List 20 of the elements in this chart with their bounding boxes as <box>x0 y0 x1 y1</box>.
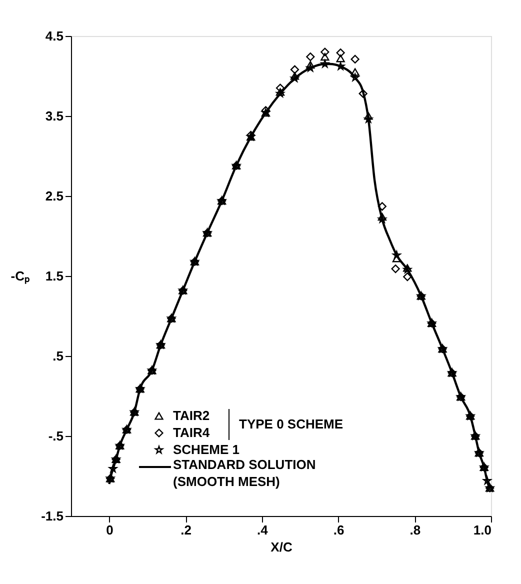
x-tick-label: .6 <box>333 522 344 538</box>
legend-label: TAIR4 <box>173 425 210 440</box>
y-axis-title: -Cₚ <box>10 268 30 284</box>
legend-label: STANDARD SOLUTION (SMOOTH MESH) <box>173 457 316 489</box>
y-tick-label: .5 <box>52 348 64 364</box>
x-tick-label: .2 <box>180 522 192 538</box>
x-tick-label: 0 <box>106 522 114 538</box>
x-tick-label: 1.0 <box>473 522 492 538</box>
y-tick-label: 4.5 <box>45 28 64 44</box>
legend-label: TAIR2 <box>173 408 210 423</box>
y-tick-label: -.5 <box>48 428 64 444</box>
x-axis-title: X/C <box>270 540 293 554</box>
x-tick-label: .8 <box>410 522 421 538</box>
y-tick-label: 1.5 <box>45 268 64 284</box>
y-tick-label: 3.5 <box>45 108 64 124</box>
legend-label: SCHEME 1 <box>173 442 240 457</box>
x-tick-label: .4 <box>256 522 269 538</box>
y-tick-label: -1.5 <box>41 508 64 524</box>
annotation: TYPE 0 SCHEME <box>239 416 344 432</box>
y-tick-label: 2.5 <box>45 188 64 204</box>
